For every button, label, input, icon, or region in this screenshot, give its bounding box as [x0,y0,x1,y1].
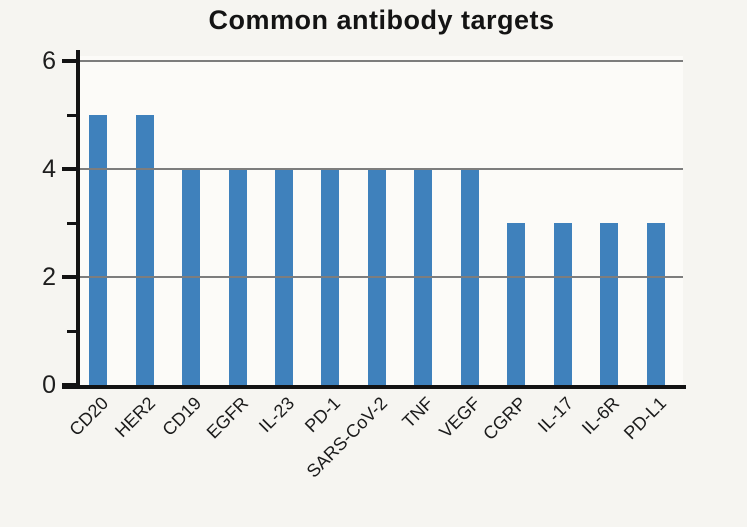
y-tick-label: 0 [42,371,56,399]
gridline [80,168,683,170]
gridline [80,60,683,62]
y-minor-tick [67,114,77,117]
bar [507,223,526,385]
x-axis-line [62,385,686,389]
y-major-tick [62,59,77,63]
gridline [80,276,683,278]
y-tick-label: 6 [42,47,56,75]
y-major-tick [62,167,77,171]
y-minor-tick [67,222,77,225]
bar [600,223,619,385]
y-major-tick [62,275,77,279]
y-tick-label: 4 [42,155,56,183]
y-major-tick [62,383,77,387]
y-axis-line [76,50,80,389]
y-tick-label: 2 [42,263,56,291]
y-minor-tick [67,330,77,333]
bar [646,223,665,385]
bar [135,115,154,385]
bar [89,115,108,385]
chart-title: Common antibody targets [208,5,555,35]
bar [553,223,572,385]
